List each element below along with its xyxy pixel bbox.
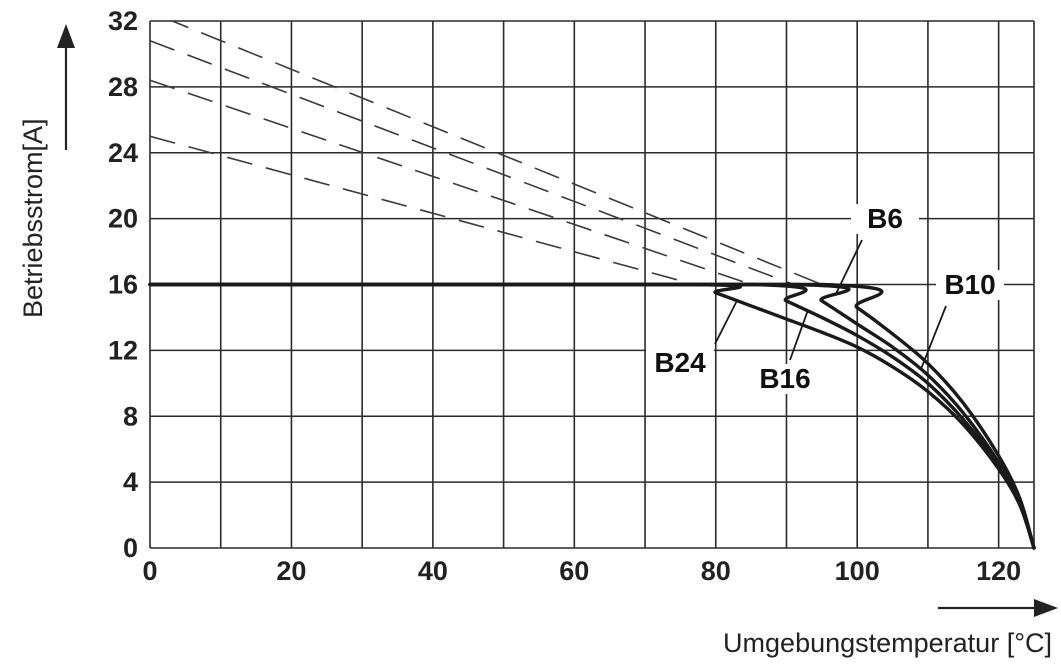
- y-tick-labels: 0 4 8 12 16 20 24 28 32: [108, 6, 138, 563]
- leader-line-b10: [920, 305, 947, 370]
- label-backdrop-b24: [646, 348, 714, 378]
- x-axis-title-group: Umgebungstemperatur [°C]: [723, 599, 1058, 658]
- y-tick-label: 0: [123, 533, 138, 563]
- y-tick-label: 8: [123, 401, 138, 431]
- x-axis-title: Umgebungstemperatur [°C]: [723, 628, 1052, 658]
- x-tick-label: 0: [142, 556, 157, 586]
- label-backdrop-b16: [751, 364, 819, 394]
- x-tick-label: 120: [976, 556, 1021, 586]
- y-tick-label: 28: [108, 72, 138, 102]
- label-backdrop-b6: [851, 204, 919, 234]
- series-curves: [148, 282, 1036, 550]
- leader-line-b6: [835, 239, 863, 295]
- series-label-b10: B10: [944, 269, 995, 300]
- x-tick-label: 80: [701, 556, 731, 586]
- series-labels: B6 B10 B16 B24: [646, 203, 1004, 394]
- y-tick-label: 16: [108, 270, 138, 300]
- extrapolation-line-b24: [150, 135, 695, 286]
- y-tick-label: 12: [108, 335, 138, 365]
- x-tick-label: 20: [276, 556, 306, 586]
- y-axis-arrow-head: [57, 24, 75, 48]
- series-curve-b24: [148, 282, 1036, 550]
- extrapolation-lines: [150, 21, 823, 286]
- series-label-b24: B24: [654, 347, 706, 378]
- x-tick-label: 40: [418, 556, 448, 586]
- x-tick-labels: 0 20 40 60 80 100 120: [142, 556, 1021, 586]
- y-tick-label: 4: [123, 467, 138, 497]
- y-tick-label: 24: [108, 138, 138, 168]
- y-tick-label: 20: [108, 204, 138, 234]
- leader-line-b24: [714, 300, 738, 345]
- extrapolation-line-b10: [150, 40, 794, 286]
- x-tick-label: 60: [559, 556, 589, 586]
- series-curve-b6: [148, 282, 1036, 550]
- series-label-b16: B16: [759, 363, 810, 394]
- extrapolation-line-b6: [170, 21, 823, 286]
- y-axis-title-group: Betriebsstrom[A]: [18, 24, 75, 318]
- y-axis-title: Betriebsstrom[A]: [18, 118, 48, 318]
- x-tick-label: 100: [835, 556, 880, 586]
- label-backdrop-b10: [936, 270, 1004, 300]
- y-tick-label: 32: [108, 6, 138, 36]
- x-axis-arrow-head: [1034, 599, 1058, 617]
- leader-line-b16: [789, 310, 809, 361]
- series-label-b6: B6: [867, 203, 903, 234]
- extrapolation-line-b16: [150, 79, 752, 286]
